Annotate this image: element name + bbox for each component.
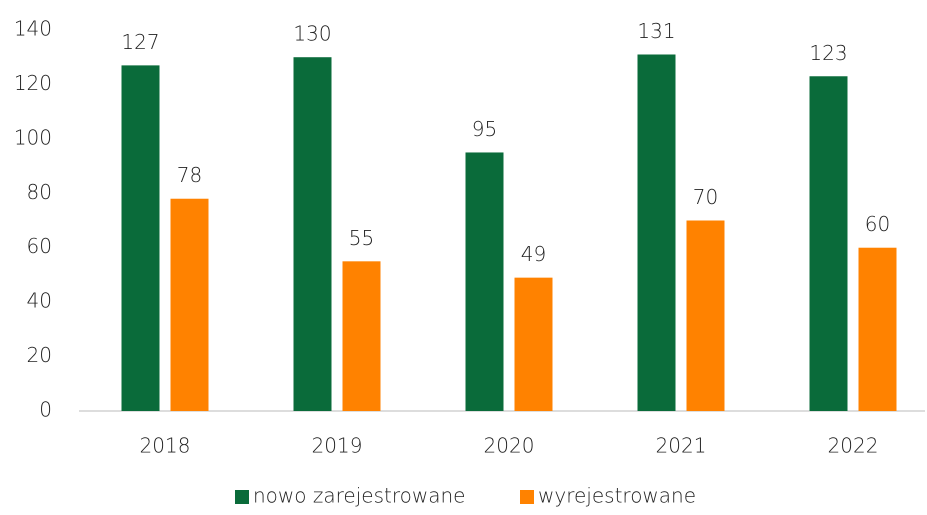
data-label: 127 [121,30,159,54]
y-tick-label: 80 [27,180,52,204]
bar [342,261,381,411]
y-tick-label: 20 [27,343,52,367]
legend-swatch [235,490,249,504]
x-tick-label: 2020 [484,434,535,458]
x-tick-label: 2022 [828,434,879,458]
data-label: 123 [809,41,847,65]
legend-label: wyrejestrowane [538,484,696,508]
bar [293,57,332,411]
bar [170,198,209,411]
y-tick-label: 0 [39,398,52,422]
bar [465,152,504,411]
y-tick-label: 40 [27,289,52,313]
legend-label: nowo zarejestrowane [253,484,465,508]
bar [637,54,676,411]
y-tick-label: 120 [14,71,52,95]
data-label: 95 [472,117,497,141]
y-tick-label: 100 [14,125,52,149]
bar [514,277,553,411]
data-label: 60 [865,212,890,236]
y-tick-label: 140 [14,17,52,41]
x-tick-label: 2021 [656,434,707,458]
data-label: 49 [521,242,546,266]
bar [858,247,897,411]
legend-swatch [520,490,534,504]
bar [121,65,160,411]
data-label: 131 [637,19,675,43]
data-label: 70 [693,185,718,209]
data-label: 130 [293,22,331,46]
data-label: 78 [177,163,202,187]
x-tick-label: 2018 [140,434,191,458]
bar [809,76,848,411]
bar [686,220,725,411]
data-label: 55 [349,226,374,250]
x-tick-label: 2019 [312,434,363,458]
y-tick-label: 60 [27,234,52,258]
